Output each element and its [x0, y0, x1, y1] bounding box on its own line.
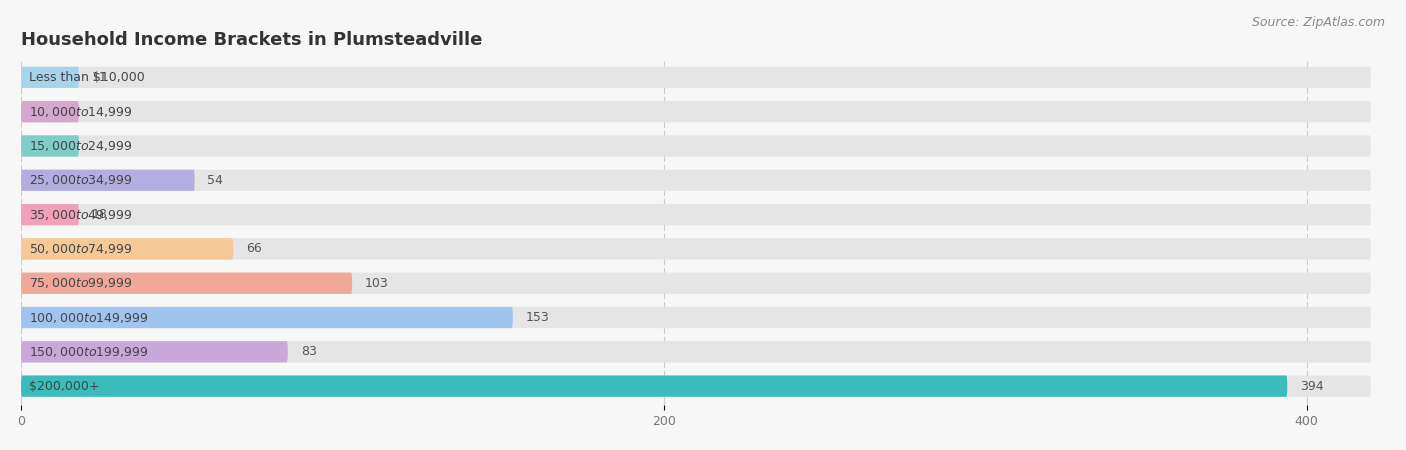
- Text: $50,000 to $74,999: $50,000 to $74,999: [28, 242, 132, 256]
- FancyBboxPatch shape: [21, 307, 513, 328]
- Text: $35,000 to $49,999: $35,000 to $49,999: [28, 207, 132, 221]
- Text: 54: 54: [208, 174, 224, 187]
- FancyBboxPatch shape: [21, 273, 1371, 294]
- FancyBboxPatch shape: [21, 204, 79, 225]
- Text: Less than $10,000: Less than $10,000: [28, 71, 145, 84]
- Text: $75,000 to $99,999: $75,000 to $99,999: [28, 276, 132, 290]
- FancyBboxPatch shape: [21, 101, 79, 122]
- Text: 11: 11: [91, 71, 107, 84]
- FancyBboxPatch shape: [21, 101, 1371, 122]
- Text: 18: 18: [91, 208, 108, 221]
- Text: 153: 153: [526, 311, 550, 324]
- Text: 103: 103: [366, 277, 388, 290]
- Text: 394: 394: [1301, 380, 1324, 393]
- FancyBboxPatch shape: [21, 67, 79, 88]
- FancyBboxPatch shape: [21, 135, 79, 157]
- Text: Source: ZipAtlas.com: Source: ZipAtlas.com: [1251, 16, 1385, 29]
- FancyBboxPatch shape: [21, 238, 1371, 260]
- FancyBboxPatch shape: [21, 375, 1371, 397]
- Text: $100,000 to $149,999: $100,000 to $149,999: [28, 310, 148, 324]
- FancyBboxPatch shape: [21, 238, 233, 260]
- Text: $10,000 to $14,999: $10,000 to $14,999: [28, 105, 132, 119]
- FancyBboxPatch shape: [21, 170, 1371, 191]
- FancyBboxPatch shape: [21, 307, 1371, 328]
- FancyBboxPatch shape: [21, 375, 1288, 397]
- FancyBboxPatch shape: [21, 341, 288, 362]
- Text: 66: 66: [246, 243, 262, 256]
- FancyBboxPatch shape: [21, 273, 351, 294]
- Text: 83: 83: [301, 345, 316, 358]
- Text: $150,000 to $199,999: $150,000 to $199,999: [28, 345, 148, 359]
- Text: Household Income Brackets in Plumsteadville: Household Income Brackets in Plumsteadvi…: [21, 31, 482, 49]
- FancyBboxPatch shape: [21, 204, 1371, 225]
- Text: $15,000 to $24,999: $15,000 to $24,999: [28, 139, 132, 153]
- FancyBboxPatch shape: [21, 67, 1371, 88]
- FancyBboxPatch shape: [21, 135, 1371, 157]
- Text: $200,000+: $200,000+: [28, 380, 98, 393]
- Text: $25,000 to $34,999: $25,000 to $34,999: [28, 173, 132, 187]
- FancyBboxPatch shape: [21, 170, 194, 191]
- FancyBboxPatch shape: [21, 341, 1371, 362]
